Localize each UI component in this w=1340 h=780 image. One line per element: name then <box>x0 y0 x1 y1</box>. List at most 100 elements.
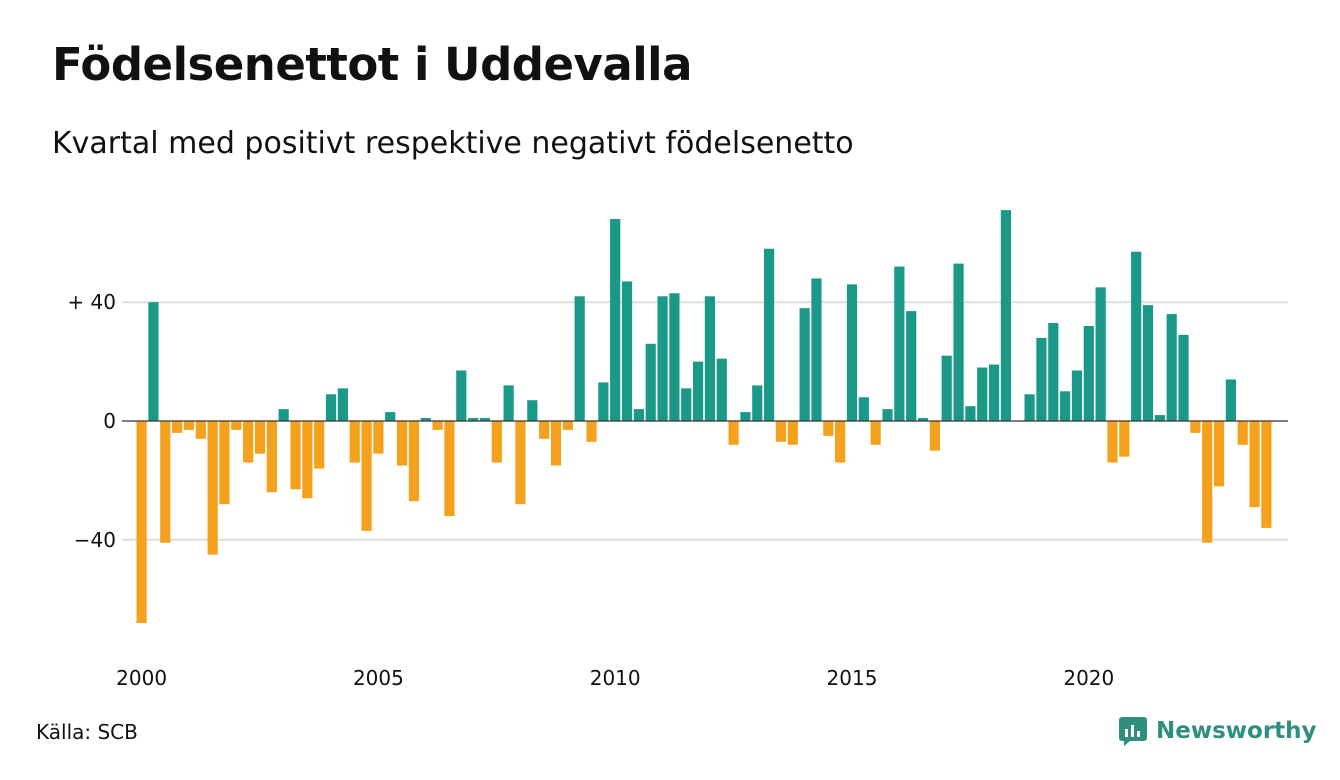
bar: 2009 Q2: 42 <box>574 296 585 421</box>
bar: 2008 Q2: 7 <box>527 400 538 421</box>
bar: 2006 Q2: -3 <box>432 421 443 430</box>
bar: 2012 Q1: 42 <box>704 296 716 421</box>
bar: 2019 Q2: 33 <box>1048 322 1059 421</box>
bar: 2001 Q3: -45 <box>207 421 218 555</box>
bar: 2005 Q4: -27 <box>408 421 420 502</box>
bar: 2007 Q3: -14 <box>491 421 502 463</box>
bar: 2015 Q4: 4 <box>882 409 893 421</box>
newsworthy-logo: Newsworthy <box>1118 714 1317 748</box>
bar: 2023 Q2: -8 <box>1237 421 1248 445</box>
bar: 2018 Q4: 9 <box>1024 394 1035 421</box>
newsworthy-logo-icon <box>1119 717 1147 746</box>
x-tick-label: 2015 <box>827 666 878 690</box>
bar: 2009 Q4: 13 <box>598 382 609 421</box>
bar: 2014 Q2: 48 <box>811 278 822 421</box>
bar: 2000 Q4: -4 <box>172 421 183 433</box>
chart-subtitle: Kvartal med positivt respektive negativt… <box>52 126 854 161</box>
x-tick-label: 2005 <box>353 666 404 690</box>
bar: 2015 Q1: 46 <box>846 284 858 421</box>
bar: 2019 Q4: 17 <box>1071 370 1083 421</box>
bar: 2000 Q3: -41 <box>160 421 171 543</box>
bar: 2011 Q1: 42 <box>657 296 668 421</box>
bar: 2016 Q2: 37 <box>906 311 917 421</box>
bar: 2003 Q3: -26 <box>302 421 313 499</box>
bar: 2008 Q4: -15 <box>550 421 562 466</box>
bar: 2021 Q4: 36 <box>1166 314 1177 421</box>
bar: 2002 Q4: -24 <box>266 421 277 493</box>
bar: 2023 Q3: -29 <box>1249 421 1260 508</box>
bar: 2020 Q2: 45 <box>1095 287 1106 421</box>
bar: 2021 Q2: 39 <box>1142 305 1154 421</box>
chart-title: Födelsenettot i Uddevalla <box>52 38 692 91</box>
bar: 2018 Q2: 71 <box>1000 210 1012 421</box>
bar: 2022 Q3: -41 <box>1202 421 1213 543</box>
bar: 2013 Q2: 58 <box>764 248 775 421</box>
bar: 2016 Q3: 1 <box>917 418 929 421</box>
bar: 2005 Q1: -11 <box>373 421 384 454</box>
bar: 2021 Q3: 2 <box>1154 415 1165 421</box>
bar: 2004 Q4: -37 <box>361 421 372 531</box>
x-tick-label: 2000 <box>116 666 167 690</box>
y-tick-label: + 40 <box>67 290 116 314</box>
bar: 2002 Q1: -3 <box>231 421 242 430</box>
bar: 2004 Q1: 9 <box>325 394 337 421</box>
bar: 2017 Q3: 5 <box>965 406 976 421</box>
bar: 2004 Q3: -14 <box>349 421 360 463</box>
bar: 2001 Q1: -3 <box>183 421 195 430</box>
bar: 2011 Q2: 43 <box>669 293 680 421</box>
bar: 2005 Q2: 3 <box>385 412 396 421</box>
bar: 2009 Q1: -3 <box>562 421 573 430</box>
bar: 2007 Q1: 1 <box>468 418 479 421</box>
bar: 2016 Q4: -10 <box>929 421 940 451</box>
bar: 2015 Q3: -8 <box>870 421 881 445</box>
newsworthy-logo-text: Newsworthy <box>1156 718 1317 744</box>
bar: 2008 Q1: -28 <box>515 421 526 505</box>
bar: 2010 Q2: 47 <box>621 281 633 421</box>
bar: 2007 Q4: 12 <box>503 385 514 421</box>
bar: 2011 Q3: 11 <box>681 388 692 421</box>
axes: −40 0 + 40 2000 2005 2010 2015 2020 <box>67 290 1288 690</box>
bar: 2019 Q3: 10 <box>1060 391 1071 421</box>
bar: 2006 Q4: 17 <box>456 370 467 421</box>
bar: 2020 Q1: 32 <box>1083 325 1094 421</box>
bar: 2010 Q3: 4 <box>633 409 644 421</box>
bar: 2004 Q2: 11 <box>337 388 348 421</box>
bar: 2017 Q4: 18 <box>977 367 988 421</box>
bar: 2017 Q2: 53 <box>953 263 964 421</box>
bar: 2020 Q4: -12 <box>1119 421 1130 457</box>
bar: 2020 Q3: -14 <box>1107 421 1118 463</box>
bar: 2010 Q4: 26 <box>645 343 656 421</box>
bar: 2023 Q1: 14 <box>1225 379 1236 421</box>
x-tick-label: 2020 <box>1063 666 1114 690</box>
bar: 2014 Q1: 38 <box>799 308 810 421</box>
x-tick-label: 2010 <box>590 666 641 690</box>
bar: 2012 Q4: 3 <box>740 412 751 421</box>
bar: 2015 Q2: 8 <box>858 397 869 421</box>
bar: 2009 Q3: -7 <box>586 421 597 442</box>
bar: 2023 Q4: -36 <box>1261 421 1272 528</box>
bar: 2014 Q3: -5 <box>823 421 834 436</box>
bar: 2002 Q2: -14 <box>243 421 254 463</box>
bar: 2005 Q3: -15 <box>396 421 408 466</box>
bar: 2013 Q4: -8 <box>787 421 798 445</box>
bar: 2022 Q1: 29 <box>1178 334 1189 421</box>
bar: 2016 Q1: 52 <box>894 266 905 421</box>
bar: 2006 Q3: -32 <box>444 421 455 517</box>
bar: 2018 Q1: 19 <box>988 364 1000 421</box>
y-tick-label: −40 <box>74 528 116 552</box>
bar: 2007 Q2: 1 <box>479 418 491 421</box>
bar: 2003 Q2: -23 <box>290 421 301 490</box>
bar: 2008 Q3: -6 <box>539 421 550 439</box>
bar: 2010 Q1: 68 <box>610 219 621 421</box>
bar: 2017 Q1: 22 <box>941 355 952 421</box>
bar: 2000 Q1: -68 <box>136 421 147 623</box>
bar: 2001 Q4: -28 <box>219 421 230 505</box>
bar: 2001 Q2: -6 <box>195 421 206 439</box>
bar: 2012 Q3: -8 <box>728 421 739 445</box>
y-tick-label: 0 <box>103 409 116 433</box>
bar: 2011 Q4: 20 <box>692 361 704 421</box>
bar: 2002 Q3: -11 <box>254 421 266 454</box>
bar: 2022 Q2: -4 <box>1190 421 1201 433</box>
